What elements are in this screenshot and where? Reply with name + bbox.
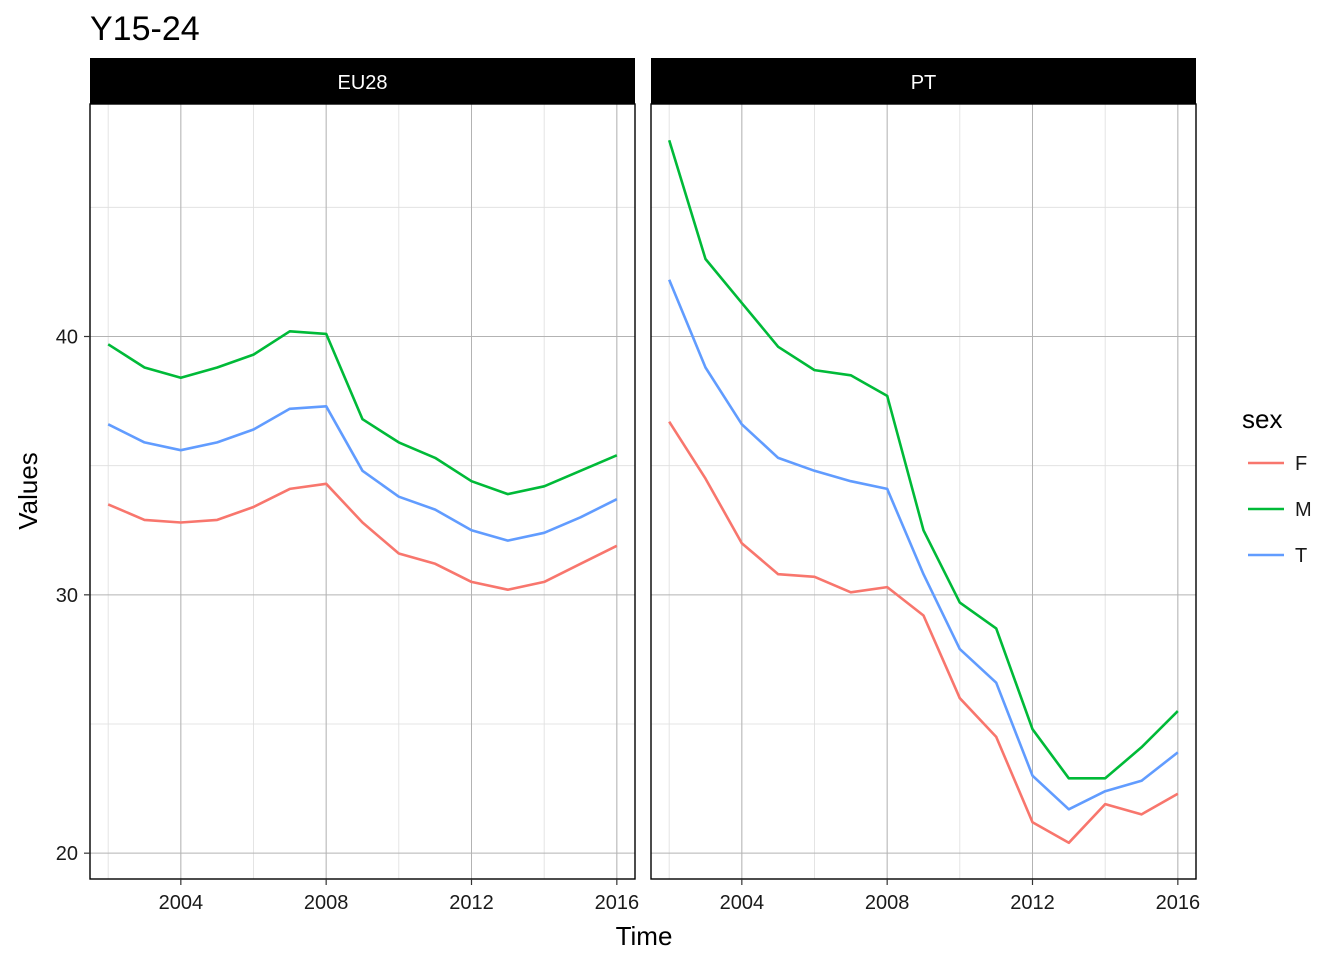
- panel-border: [89, 103, 636, 880]
- x-tick-label: 2004: [720, 892, 765, 914]
- series-line-eu28-f: [107, 482, 618, 592]
- series-line-pt-f: [668, 421, 1179, 845]
- x-tick-label: 2016: [595, 892, 640, 914]
- panels: EU28 PT: [89, 58, 1197, 880]
- series-line-eu28-t: [107, 404, 618, 542]
- series-line-pt-m: [667, 139, 1179, 780]
- x-tick-label: 2008: [304, 892, 349, 914]
- x-tick-label: 2012: [449, 892, 494, 914]
- x-axis-ticks: 2004 2008 2012 2016 2004 2008 2012 2016: [159, 879, 1201, 914]
- panel-border: [650, 103, 1197, 880]
- x-tick-label: 2016: [1156, 892, 1201, 914]
- series-line-pt-t: [667, 279, 1179, 811]
- y-tick-label: 30: [56, 585, 78, 607]
- legend-label: F: [1295, 453, 1307, 475]
- y-tick-label: 40: [56, 327, 78, 349]
- x-tick-label: 2012: [1010, 892, 1055, 914]
- x-tick-label: 2004: [159, 892, 204, 914]
- x-axis-title: Time: [616, 921, 673, 951]
- y-tick-label: 20: [56, 843, 78, 865]
- legend-label: T: [1295, 545, 1307, 567]
- y-axis-ticks: 20 30 40: [56, 327, 90, 865]
- facet-strip: [651, 58, 1196, 104]
- panel-eu28: EU28: [89, 58, 636, 880]
- legend: sex F M T: [1242, 404, 1312, 567]
- panel-pt: PT: [650, 58, 1197, 880]
- series-line-eu28-m: [107, 329, 618, 496]
- facet-strip: [90, 58, 635, 104]
- legend-title: sex: [1242, 404, 1282, 434]
- y-axis-title: Values: [13, 452, 43, 530]
- panel-background: [651, 104, 1196, 879]
- panel-background: [90, 104, 635, 879]
- x-tick-label: 2008: [865, 892, 910, 914]
- facet-label: EU28: [337, 72, 387, 94]
- facet-label: PT: [911, 72, 937, 94]
- chart-title: Y15-24: [90, 10, 200, 48]
- legend-label: M: [1295, 499, 1312, 521]
